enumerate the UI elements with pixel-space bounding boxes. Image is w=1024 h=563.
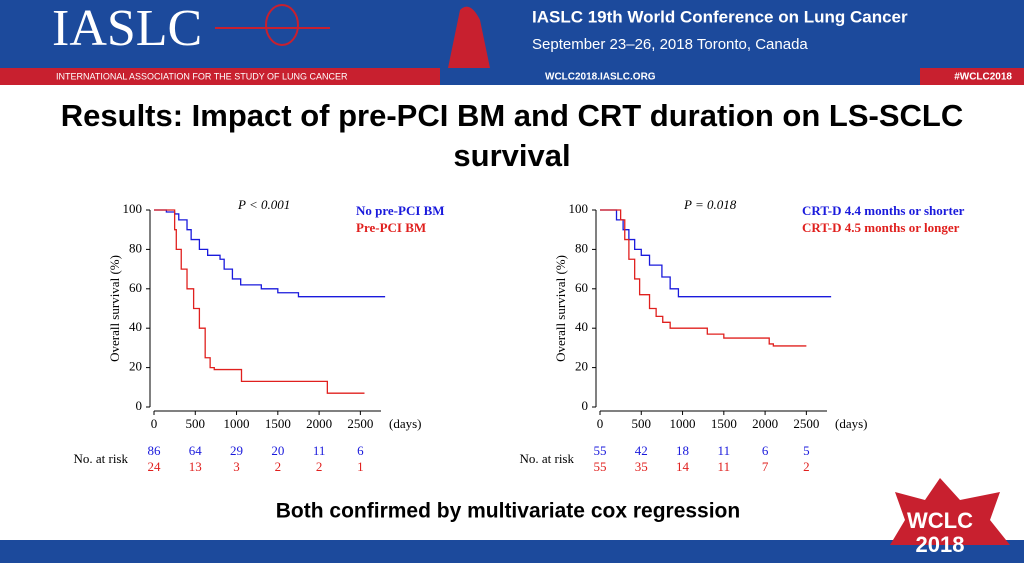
risk-count: 18 (676, 443, 689, 458)
footer-band (0, 540, 1024, 563)
legend-entry: No pre-PCI BM (356, 203, 445, 218)
risk-count: 86 (148, 443, 162, 458)
slide-title: Results: Impact of pre-PCI BM and CRT du… (60, 98, 964, 173)
risk-count: 64 (189, 443, 203, 458)
risk-count: 11 (718, 459, 731, 474)
url-strip (440, 68, 920, 85)
risk-count: 13 (189, 459, 202, 474)
y-tick-label: 100 (569, 201, 589, 216)
x-tick-label: 2500 (347, 416, 373, 431)
p-value: P < 0.001 (237, 197, 290, 212)
badge-text: 2018 (916, 532, 965, 557)
survival-curve (154, 209, 365, 394)
risk-count: 11 (313, 443, 326, 458)
org-strip (0, 68, 440, 85)
x-tick-label: 500 (186, 416, 206, 431)
risk-count: 6 (762, 443, 769, 458)
risk-count: 7 (762, 459, 769, 474)
y-tick-label: 80 (575, 240, 588, 255)
risk-count: 3 (233, 459, 240, 474)
risk-count: 11 (718, 443, 731, 458)
risk-label: No. at risk (519, 451, 574, 466)
x-tick-label: 1500 (711, 416, 737, 431)
legend-entry: CRT-D 4.5 months or longer (802, 220, 960, 235)
x-tick-label: 2500 (793, 416, 819, 431)
risk-count: 55 (594, 459, 607, 474)
y-tick-label: 60 (129, 280, 142, 295)
lung-icon (265, 4, 299, 46)
logo: IASLC (52, 0, 202, 57)
conference: IASLC 19th World Conference on Lung Canc… (532, 7, 908, 26)
risk-count: 14 (676, 459, 690, 474)
risk-count: 55 (594, 443, 607, 458)
x-tick-label: 1500 (265, 416, 291, 431)
badge-leaf (890, 478, 1010, 545)
x-tick-label: 1000 (670, 416, 696, 431)
y-tick-label: 80 (129, 240, 142, 255)
x-tick-label: 0 (597, 416, 604, 431)
risk-count: 2 (316, 459, 323, 474)
risk-count: 42 (635, 443, 648, 458)
risk-count: 2 (275, 459, 282, 474)
header-band (0, 0, 1024, 68)
x-tick-label: 1000 (224, 416, 250, 431)
y-tick-label: 20 (129, 359, 142, 374)
risk-count: 29 (230, 443, 243, 458)
org-name: INTERNATIONAL ASSOCIATION FOR THE STUDY … (56, 71, 348, 81)
risk-count: 35 (635, 459, 648, 474)
risk-count: 5 (803, 443, 810, 458)
footer-note: Both confirmed by multivariate cox regre… (276, 500, 740, 523)
dates: September 23–26, 2018 Toronto, Canada (532, 36, 808, 53)
x-tick-label: 2000 (306, 416, 332, 431)
title-box: Results: Impact of pre-PCI BM and CRT du… (60, 98, 964, 173)
survival-curve (154, 209, 386, 298)
risk-count: 2 (803, 459, 810, 474)
y-tick-label: 40 (129, 319, 142, 334)
hashtag: #WCLC2018 (954, 72, 1012, 83)
survival-curve (600, 209, 832, 298)
risk-count: 24 (148, 459, 162, 474)
y-tick-label: 20 (575, 359, 588, 374)
risk-label: No. at risk (73, 451, 128, 466)
y-axis-label: Overall survival (%) (553, 255, 568, 362)
y-tick-label: 0 (582, 398, 589, 413)
y-tick-label: 40 (575, 319, 588, 334)
legend-entry: Pre-PCI BM (356, 220, 426, 235)
risk-count: 20 (271, 443, 284, 458)
hashtag-strip (920, 68, 1024, 85)
x-tick-label: 2000 (752, 416, 778, 431)
survival-curve (600, 209, 807, 347)
y-tick-label: 100 (123, 201, 143, 216)
risk-count: 1 (357, 459, 364, 474)
badge-text: WCLC (907, 508, 973, 533)
url: WCLC2018.IASLC.ORG (545, 72, 656, 83)
x-tick-label: 0 (151, 416, 158, 431)
legend-entry: CRT-D 4.4 months or shorter (802, 203, 965, 218)
x-axis-label: (days) (389, 416, 422, 431)
y-axis-label: Overall survival (%) (107, 255, 122, 362)
risk-count: 6 (357, 443, 364, 458)
x-axis-label: (days) (835, 416, 868, 431)
y-tick-label: 0 (136, 398, 143, 413)
y-tick-label: 60 (575, 280, 588, 295)
x-tick-label: 500 (632, 416, 652, 431)
p-value: P = 0.018 (683, 197, 737, 212)
maple-graphic (448, 6, 490, 68)
